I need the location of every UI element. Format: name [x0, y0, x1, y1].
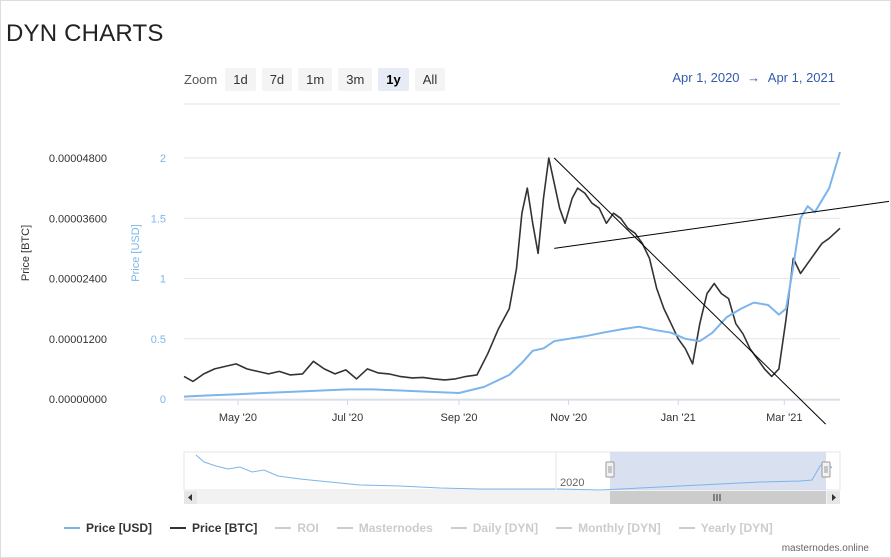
y-left-tick-label: 0.00004800 [49, 153, 107, 165]
x-tick-label: Nov '20 [550, 412, 587, 424]
navigator-handle-right[interactable] [821, 461, 831, 478]
y-left-axis-title: Price [BTC] [20, 225, 32, 281]
zoom-7d-button[interactable]: 7d [261, 68, 293, 91]
zoom-1d-button[interactable]: 1d [225, 68, 256, 91]
x-tick-label: Jan '21 [661, 412, 696, 424]
zoom-3m-button[interactable]: 3m [338, 68, 373, 91]
legend-label: ROI [297, 521, 319, 535]
navigator-handle-left[interactable] [605, 461, 615, 478]
x-tick-label: May '20 [219, 412, 257, 424]
legend-label: Monthly [DYN] [578, 521, 661, 535]
legend-item[interactable]: Yearly [DYN] [678, 521, 773, 535]
legend-swatch [64, 527, 80, 529]
trend-line-resistance [553, 157, 826, 425]
zoom-label: Zoom [184, 72, 218, 87]
legend-item[interactable]: Price [USD] [64, 521, 152, 535]
y-right-axis-title: Price [USD] [130, 224, 142, 281]
range-from[interactable]: Apr 1, 2020 [672, 70, 740, 85]
legend-swatch [678, 527, 695, 529]
y-right-tick-label: 1 [160, 274, 166, 286]
trend-line-extension [839, 200, 890, 209]
legend-label: Price [USD] [86, 521, 153, 535]
zoom-1m-button[interactable]: 1m [298, 68, 333, 91]
legend-item[interactable]: Masternodes [336, 521, 433, 535]
legend-label: Masternodes [358, 521, 433, 535]
chevron-left-icon [188, 494, 192, 501]
zoom-1y-button[interactable]: 1y [378, 68, 409, 91]
legend-label: Price [BTC] [192, 521, 258, 535]
y-left-tick-label: 0.00001200 [49, 334, 107, 346]
x-tick-label: Jul '20 [332, 412, 363, 424]
usd-price-line [183, 151, 841, 398]
legend-item[interactable]: ROI [275, 521, 319, 535]
y-right-tick-label: 2 [160, 153, 166, 165]
page-title: DYN CHARTS [6, 20, 164, 47]
zoom-all-button[interactable]: All [414, 68, 446, 91]
legend-item[interactable]: Price [BTC] [170, 521, 257, 535]
legend-swatch [275, 527, 292, 529]
footer-credit: masternodes.online [781, 543, 869, 554]
y-left-tick-label: 0.00000000 [49, 394, 107, 406]
legend-swatch [556, 527, 573, 529]
trend-line-support [554, 207, 841, 249]
y-left-tick-label: 0.00003600 [49, 213, 107, 225]
y-right-tick-label: 0 [160, 394, 166, 406]
btc-price-line [183, 157, 841, 383]
legend-item[interactable]: Daily [DYN] [450, 521, 539, 535]
navigator-series-line [195, 454, 833, 491]
legend-label: Daily [DYN] [472, 521, 539, 535]
scrollbar-thumb[interactable] [610, 491, 826, 504]
zoom-controls: Zoom 1d 7d 1m 3m 1y All [184, 68, 446, 91]
y-right-tick-label: 1.5 [151, 213, 166, 225]
legend-swatch [170, 527, 187, 529]
range-to[interactable]: Apr 1, 2021 [767, 70, 835, 85]
x-tick-label: Sep '20 [440, 412, 477, 424]
y-left-tick-label: 0.00002400 [49, 274, 107, 286]
chart-legend: Price [USD] Price [BTC] ROI Masternodes Dail… [64, 521, 773, 535]
chevron-right-icon [832, 494, 836, 501]
x-tick-label: Mar '21 [766, 412, 802, 424]
legend-swatch [336, 527, 353, 529]
y-right-tick-label: 0.5 [151, 334, 166, 346]
navigator-year-label: 2020 [560, 477, 584, 489]
legend-label: Yearly [DYN] [700, 521, 773, 535]
range-arrow: → [747, 70, 761, 85]
legend-swatch [450, 527, 467, 529]
legend-item[interactable]: Monthly [DYN] [556, 521, 661, 535]
date-range: Apr 1, 2020 → Apr 1, 2021 [670, 70, 837, 85]
